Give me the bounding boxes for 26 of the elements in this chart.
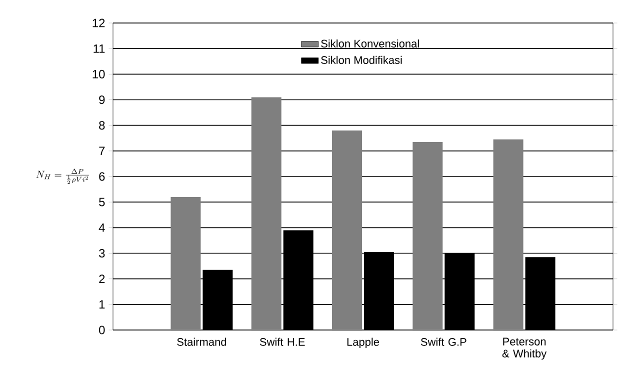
- legend-label: Siklon Modifikasi: [321, 56, 402, 64]
- x-tick-label: Peterson & Whitby: [502, 338, 547, 360]
- y-tick-label: 12: [92, 18, 105, 28]
- y-tick-label: 11: [94, 44, 105, 53]
- x-tick-label: Swift H.E: [260, 338, 305, 346]
- y-axis-title: $N_{H} = \frac{\Delta P}{\frac{1}{2}\rho V i^{2}}$: [36, 168, 89, 184]
- y-tick-label: 4: [98, 224, 105, 232]
- bar: [332, 130, 362, 330]
- y-tick-label: 8: [99, 121, 105, 130]
- y-tick-label: 1: [99, 300, 105, 309]
- legend-label: Siklon Konvensional: [321, 39, 419, 48]
- y-tick-label: 0: [99, 326, 105, 334]
- y-tick-label: 10: [92, 70, 105, 78]
- y-tick-label: 3: [99, 249, 105, 258]
- y-tick-label: 6: [99, 172, 105, 181]
- y-tick-label: 5: [99, 198, 105, 206]
- x-tick-label: Swift G.P: [420, 338, 466, 346]
- y-tick-label: 2: [99, 274, 105, 284]
- x-tick-label: Lapple: [347, 338, 380, 348]
- y-tick-label: 9: [99, 96, 105, 104]
- bar: [412, 142, 443, 330]
- y-tick-label: 7: [99, 146, 105, 156]
- bar: [170, 196, 201, 330]
- bar: [251, 97, 282, 330]
- x-tick-label: Stairmand: [177, 338, 226, 346]
- bar: [493, 139, 524, 330]
